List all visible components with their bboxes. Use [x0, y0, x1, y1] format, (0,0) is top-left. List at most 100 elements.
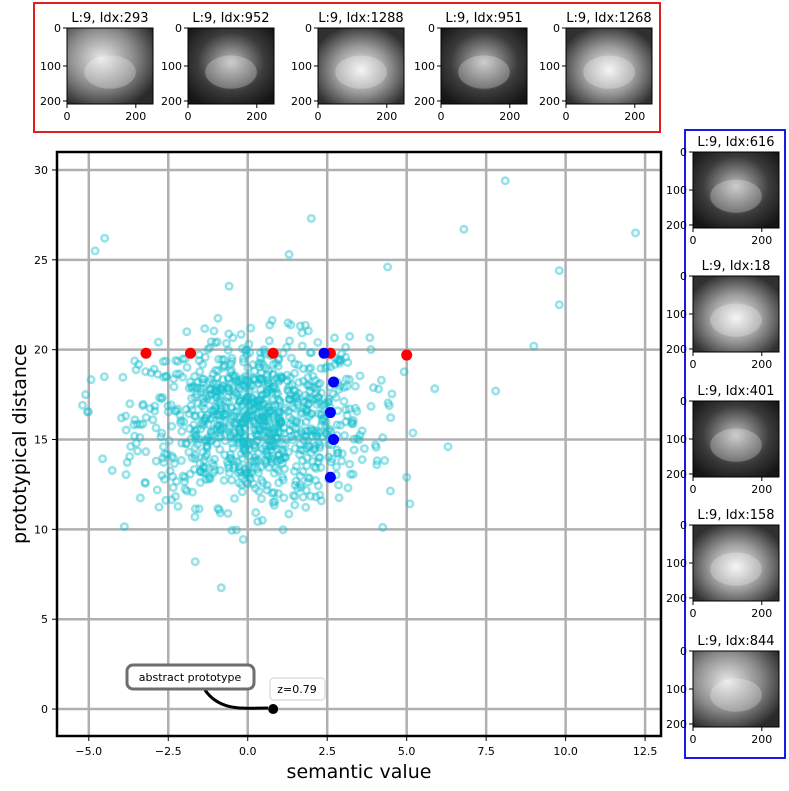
scatter-point: [314, 438, 324, 448]
scatter-point: [246, 468, 256, 478]
scatter-point: [282, 376, 292, 386]
scatter-point: [311, 463, 321, 473]
scatter-point: [202, 443, 212, 453]
scatter-point: [197, 401, 207, 411]
scatter-point: [346, 469, 356, 479]
scatter-point: [259, 415, 269, 425]
scatter-point: [329, 333, 339, 343]
scatter-point: [271, 463, 281, 473]
scatter-point: [250, 443, 260, 453]
scatter-point: [207, 389, 217, 399]
scatter-point: [359, 444, 369, 454]
scatter-point: [343, 357, 353, 367]
scatter-point: [229, 386, 239, 396]
scatter-point: [258, 478, 268, 488]
scatter-point: [237, 480, 247, 490]
scatter-point: [185, 469, 195, 479]
scatter-point: [198, 378, 208, 388]
scatter-point: [256, 494, 266, 504]
scatter-point: [178, 471, 188, 481]
scatter-point: [279, 423, 289, 433]
thumb-x-tick-label: 0: [438, 110, 445, 123]
scatter-point: [285, 395, 295, 405]
scatter-point: [212, 373, 222, 383]
scatter-point: [134, 359, 144, 369]
scatter-point: [202, 441, 212, 451]
scatter-point: [178, 372, 188, 382]
scatter-point: [200, 452, 210, 462]
scatter-point: [376, 375, 386, 385]
y-tick-label: 5: [41, 613, 48, 626]
scatter-point: [162, 449, 172, 459]
scatter-point: [264, 336, 274, 346]
scatter-point: [371, 442, 381, 452]
scatter-point: [201, 463, 211, 473]
scatter-point: [198, 420, 208, 430]
scatter-point: [259, 414, 269, 424]
scatter-point: [242, 478, 252, 488]
scatter-point: [316, 462, 326, 472]
scatter-point: [198, 383, 208, 393]
scatter-point: [265, 440, 275, 450]
scatter-point: [201, 474, 211, 484]
scatter-point: [296, 427, 306, 437]
scatter-point: [304, 412, 314, 422]
scatter-point: [337, 449, 347, 459]
scatter-point: [276, 417, 286, 427]
scatter-point: [227, 525, 237, 535]
scatter-point: [153, 369, 163, 379]
scatter-point: [315, 378, 325, 388]
scatter-point: [223, 373, 233, 383]
scatter-point: [221, 338, 231, 348]
scatter-point: [182, 362, 192, 372]
scatter-point: [270, 400, 280, 410]
scatter-point: [239, 397, 249, 407]
scatter-point: [313, 337, 323, 347]
scatter-point: [256, 348, 266, 358]
scatter-point: [339, 382, 349, 392]
scatter-point: [335, 358, 345, 368]
scatter-point: [244, 469, 254, 479]
scatter-point: [212, 382, 222, 392]
scatter-point: [283, 318, 293, 328]
y-tick-label: 20: [34, 344, 48, 357]
scatter-point: [355, 430, 365, 440]
scatter-point: [199, 456, 209, 466]
scatter-point: [254, 399, 264, 409]
scatter-point: [215, 444, 225, 454]
scatter-point: [235, 414, 245, 424]
scatter-point: [273, 488, 283, 498]
scatter-point: [253, 430, 263, 440]
scatter-point: [265, 320, 275, 330]
scatter-point: [233, 432, 243, 442]
scatter-point: [196, 424, 206, 434]
scatter-point: [211, 387, 221, 397]
scatter-point: [348, 469, 358, 479]
scatter-point: [293, 397, 303, 407]
scatter-point: [284, 381, 294, 391]
scatter-point: [185, 424, 195, 434]
scatter-point: [243, 363, 253, 373]
scatter-point: [221, 409, 231, 419]
scatter-point: [227, 438, 237, 448]
scatter-point: [217, 355, 227, 365]
scatter-series-cyan: [78, 176, 641, 593]
scatter-point: [107, 465, 117, 475]
scatter-point: [224, 383, 234, 393]
scatter-point: [206, 337, 216, 347]
scatter-point: [262, 422, 272, 432]
scatter-point: [213, 313, 223, 323]
scatter-point: [295, 418, 305, 428]
scatter-point: [211, 403, 221, 413]
thumb-y-tick-label: 0: [305, 22, 312, 35]
scatter-point: [234, 424, 244, 434]
scatter-point: [250, 440, 260, 450]
scatter-point: [229, 463, 239, 473]
scatter-point: [297, 429, 307, 439]
scatter-point: [348, 415, 358, 425]
scatter-point: [119, 522, 129, 532]
scatter-point: [269, 500, 279, 510]
scatter-point: [269, 427, 279, 437]
scatter-point: [215, 416, 225, 426]
